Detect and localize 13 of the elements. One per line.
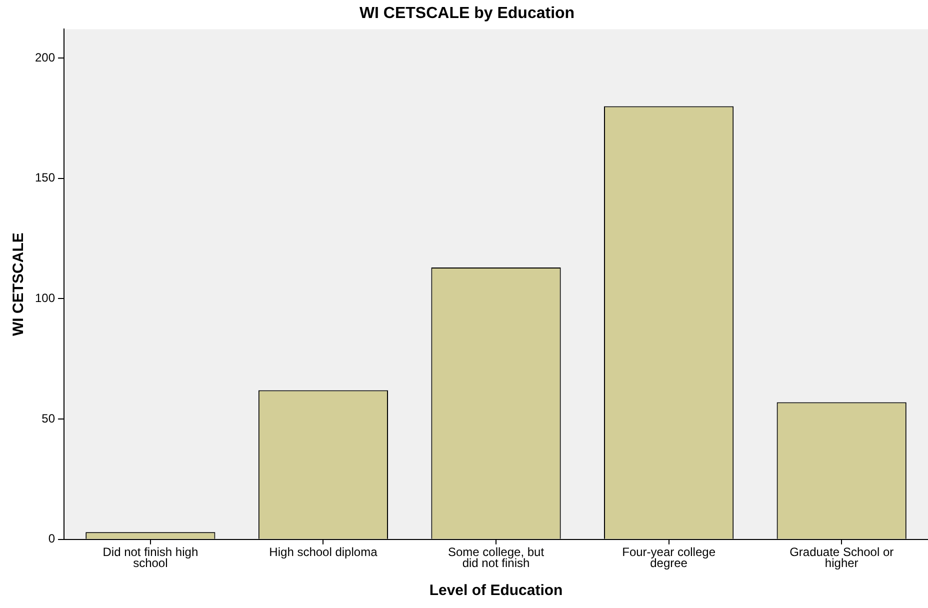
- x-tick-label: Graduate School or higher: [790, 545, 894, 570]
- y-tick-label: 200: [34, 50, 56, 64]
- x-tick-label: Four-year college degree: [622, 545, 716, 570]
- y-tick-label: 50: [42, 411, 56, 426]
- y-axis-title: WI CETSCALE: [10, 232, 28, 336]
- x-axis-title: Level of Education: [429, 582, 563, 600]
- x-tick-label: Did not finish high school: [102, 545, 198, 570]
- y-tick-label: 0: [48, 532, 56, 546]
- chart-title: WI CETSCALE by Education: [359, 5, 575, 22]
- x-tick-label: High school diploma: [269, 545, 378, 560]
- y-tick-label: 100: [34, 291, 56, 306]
- y-tick-label: 150: [34, 170, 56, 185]
- x-tick-label: Some college, but did not finish: [448, 545, 545, 570]
